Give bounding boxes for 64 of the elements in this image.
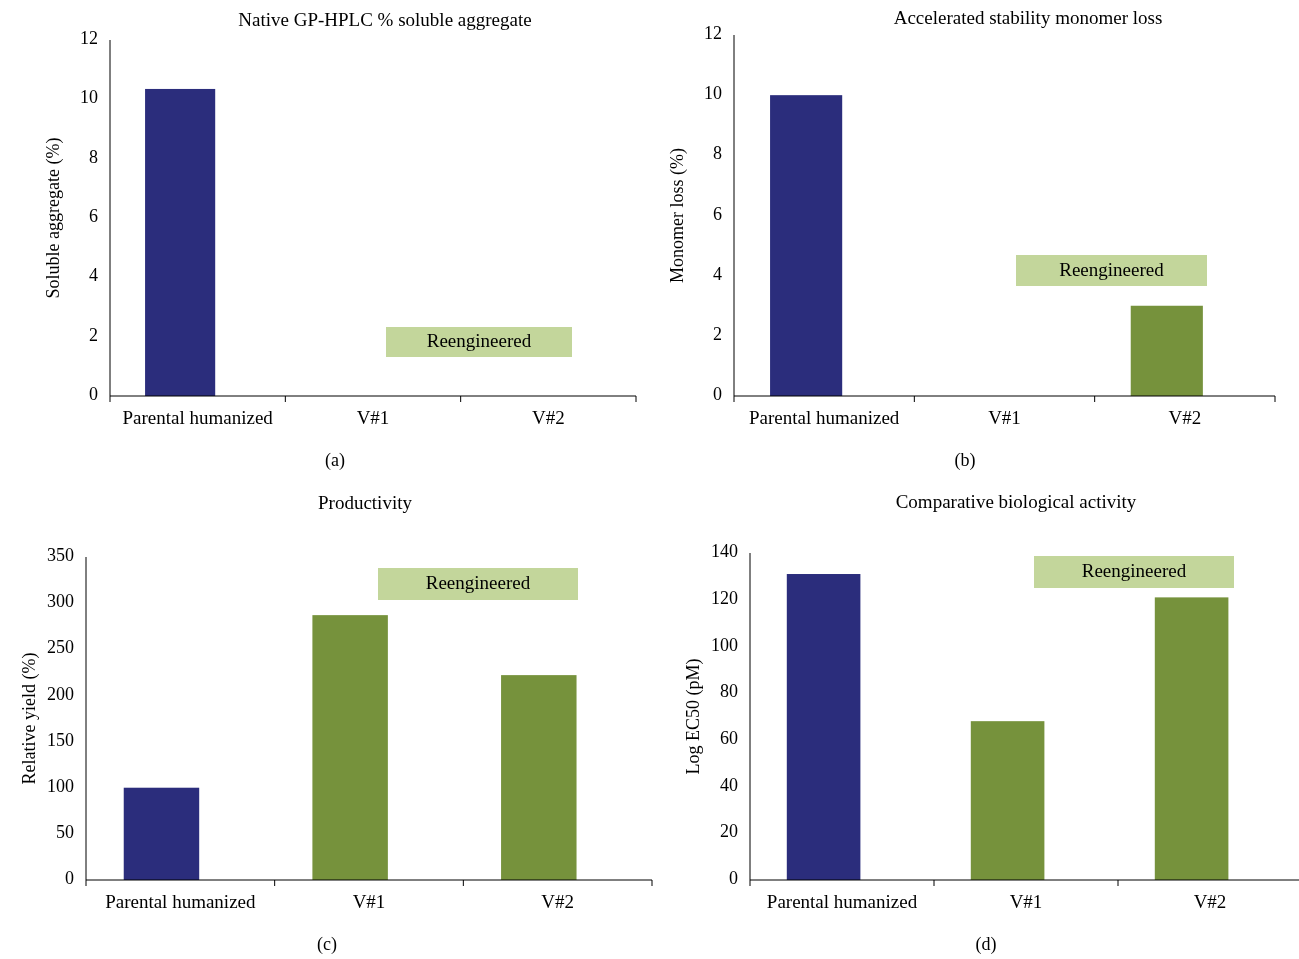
x-tick-label: Parental humanized — [105, 891, 257, 912]
y-tick-label: 2 — [713, 323, 722, 344]
chart-title: Accelerated stability monomer loss — [893, 7, 1163, 29]
y-tick-label: 6 — [89, 206, 98, 227]
y-tick-label: 300 — [47, 591, 74, 612]
y-tick-label: 20 — [720, 821, 738, 842]
y-tick-label: 10 — [704, 83, 722, 104]
y-tick-label: 60 — [720, 727, 738, 748]
bar — [123, 787, 200, 880]
text: (a) — [325, 450, 345, 471]
y-axis-title: Relative yield (%) — [19, 652, 41, 785]
y-tick-label: 0 — [65, 868, 74, 889]
annotation: Reengineered — [1059, 258, 1165, 280]
x-tick-label: V#1 — [1009, 891, 1043, 912]
y-tick-label: 0 — [713, 384, 722, 405]
chart-title: Native GP-HPLC % soluble aggregate — [238, 9, 532, 31]
y-tick-label: 0 — [89, 384, 98, 405]
y-tick-label: 50 — [56, 821, 74, 842]
y-tick-label: 4 — [713, 263, 722, 284]
bar — [970, 721, 1045, 880]
y-tick-label: 4 — [89, 265, 98, 286]
annotation: Reengineered — [1081, 560, 1187, 582]
x-tick-label: Parental humanized — [122, 407, 274, 428]
y-tick-label: 80 — [720, 681, 738, 702]
y-tick-label: 100 — [47, 775, 74, 796]
chart-title: Comparative biological activity — [895, 491, 1137, 513]
x-tick-label: Parental humanized — [766, 891, 918, 912]
y-axis-title: Monomer loss (%) — [667, 148, 689, 283]
y-tick-label: 100 — [711, 634, 738, 655]
y-axis-title: Log EC50 (pM) — [683, 658, 705, 775]
x-tick-label: V#2 — [531, 407, 565, 428]
y-tick-label: 250 — [47, 637, 74, 658]
x-tick-label: V#2 — [1168, 407, 1202, 428]
y-tick-label: 12 — [704, 23, 722, 44]
annotation: Reengineered — [426, 330, 532, 352]
y-tick-label: 140 — [711, 541, 738, 562]
x-tick-label: Parental humanized — [748, 407, 900, 428]
y-tick-label: 8 — [89, 146, 98, 167]
y-tick-label: 350 — [47, 545, 74, 566]
y-tick-label: 10 — [80, 87, 98, 108]
bar — [312, 615, 388, 880]
y-tick-label: 150 — [47, 729, 74, 750]
x-tick-label: V#2 — [1193, 891, 1227, 912]
y-tick-label: 6 — [713, 203, 722, 224]
y-tick-label: 8 — [713, 143, 722, 164]
y-tick-label: 40 — [720, 774, 738, 795]
y-tick-label: 0 — [729, 868, 738, 889]
x-tick-label: V#1 — [356, 407, 390, 428]
bar — [1154, 597, 1229, 880]
x-tick-label: V#2 — [541, 891, 575, 912]
chart-title: Productivity — [318, 492, 413, 514]
annotation: Reengineered — [425, 572, 531, 594]
text: (c) — [317, 934, 337, 955]
y-tick-label: 200 — [47, 683, 74, 704]
y-tick-label: 120 — [711, 587, 738, 608]
bar — [501, 675, 577, 880]
y-tick-label: 12 — [80, 28, 98, 49]
y-tick-label: 2 — [89, 324, 98, 345]
text: (d) — [975, 934, 997, 955]
text: (b) — [954, 450, 976, 471]
bar — [786, 574, 861, 880]
y-axis-title: Soluble aggregate (%) — [43, 137, 65, 299]
x-tick-label: V#1 — [352, 891, 386, 912]
x-tick-label: V#1 — [988, 407, 1021, 428]
